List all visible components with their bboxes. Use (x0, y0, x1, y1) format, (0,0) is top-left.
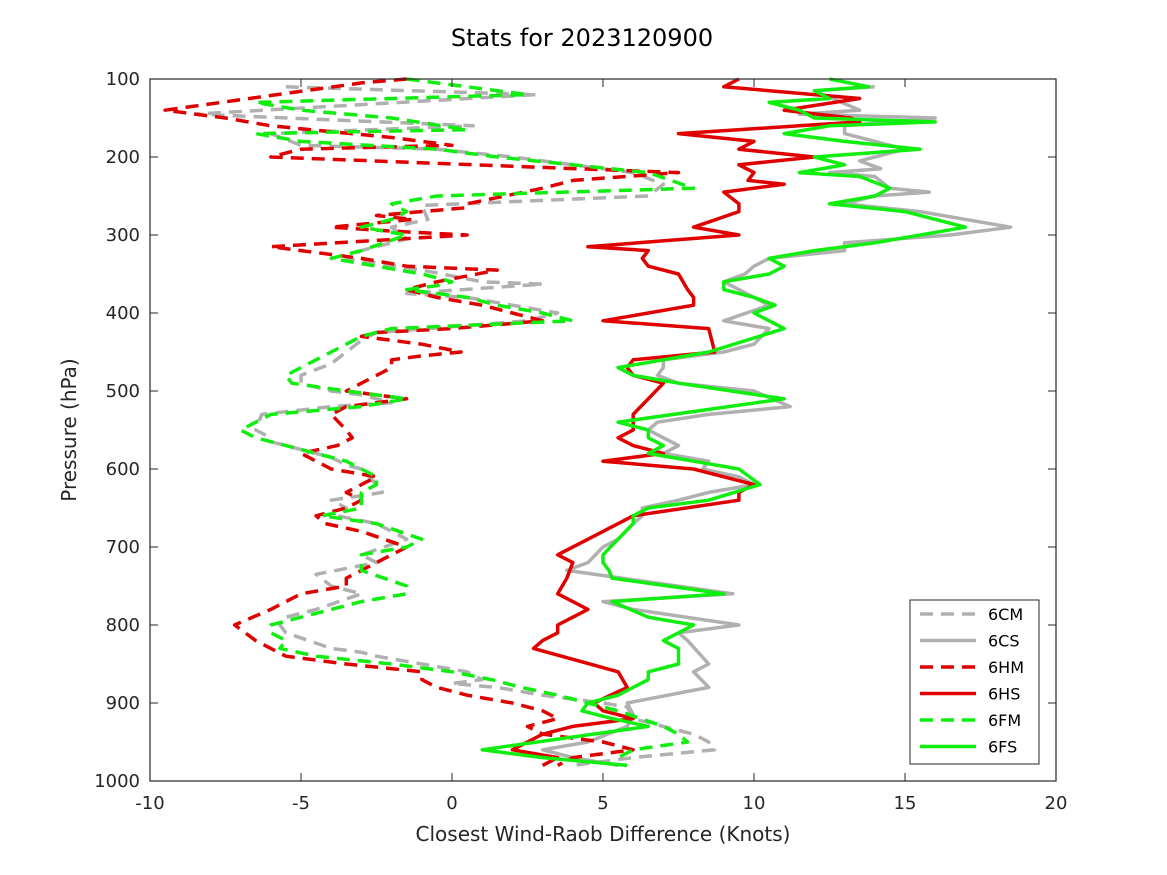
y-tick-label: 200 (106, 147, 140, 168)
series-line-6hm (163, 77, 681, 767)
y-tick-label: 900 (106, 693, 140, 714)
legend: 6CM 6CS 6HM 6HS 6FM 6FS (909, 599, 1040, 765)
legend-label-6cm: 6CM (988, 605, 1023, 624)
y-tick-label: 800 (106, 615, 140, 636)
x-axis-label: Closest Wind-Raob Difference (Knots) (416, 822, 791, 846)
x-tick-label: 5 (597, 793, 608, 814)
y-tick-label: 300 (106, 225, 140, 246)
plot-lines (163, 77, 1013, 768)
legend-box (909, 599, 1040, 765)
chart-title: Stats for 2023120900 (451, 24, 713, 52)
x-tick-label: 15 (894, 793, 917, 814)
x-tick-label: -5 (292, 793, 310, 814)
y-tick-label: 600 (106, 459, 140, 480)
y-tick-label: 500 (106, 381, 140, 402)
y-tick-label: 100 (106, 69, 140, 90)
legend-label-6hm: 6HM (988, 658, 1024, 677)
y-tick-label: 400 (106, 303, 140, 324)
legend-label-6hs: 6HS (988, 685, 1020, 704)
axis-ticks: -10 -5 0 5 10 15 20 100 200 300 400 500 600 700 800 900… (94, 69, 1067, 814)
series-line-6fm (238, 77, 696, 760)
y-axis-label: Pressure (hPa) (57, 358, 81, 501)
x-tick-label: 20 (1045, 793, 1068, 814)
y-tick-label: 700 (106, 537, 140, 558)
series-line-6hs (510, 77, 862, 767)
x-tick-label: 0 (446, 793, 457, 814)
legend-label-6fs: 6FS (988, 738, 1017, 757)
legend-label-6cs: 6CS (988, 632, 1020, 651)
x-tick-label: -10 (135, 793, 164, 814)
series-line-6fs (480, 77, 968, 768)
y-tick-label: 1000 (94, 771, 140, 792)
x-tick-label: 10 (743, 793, 766, 814)
legend-label-6fm: 6FM (988, 711, 1021, 730)
